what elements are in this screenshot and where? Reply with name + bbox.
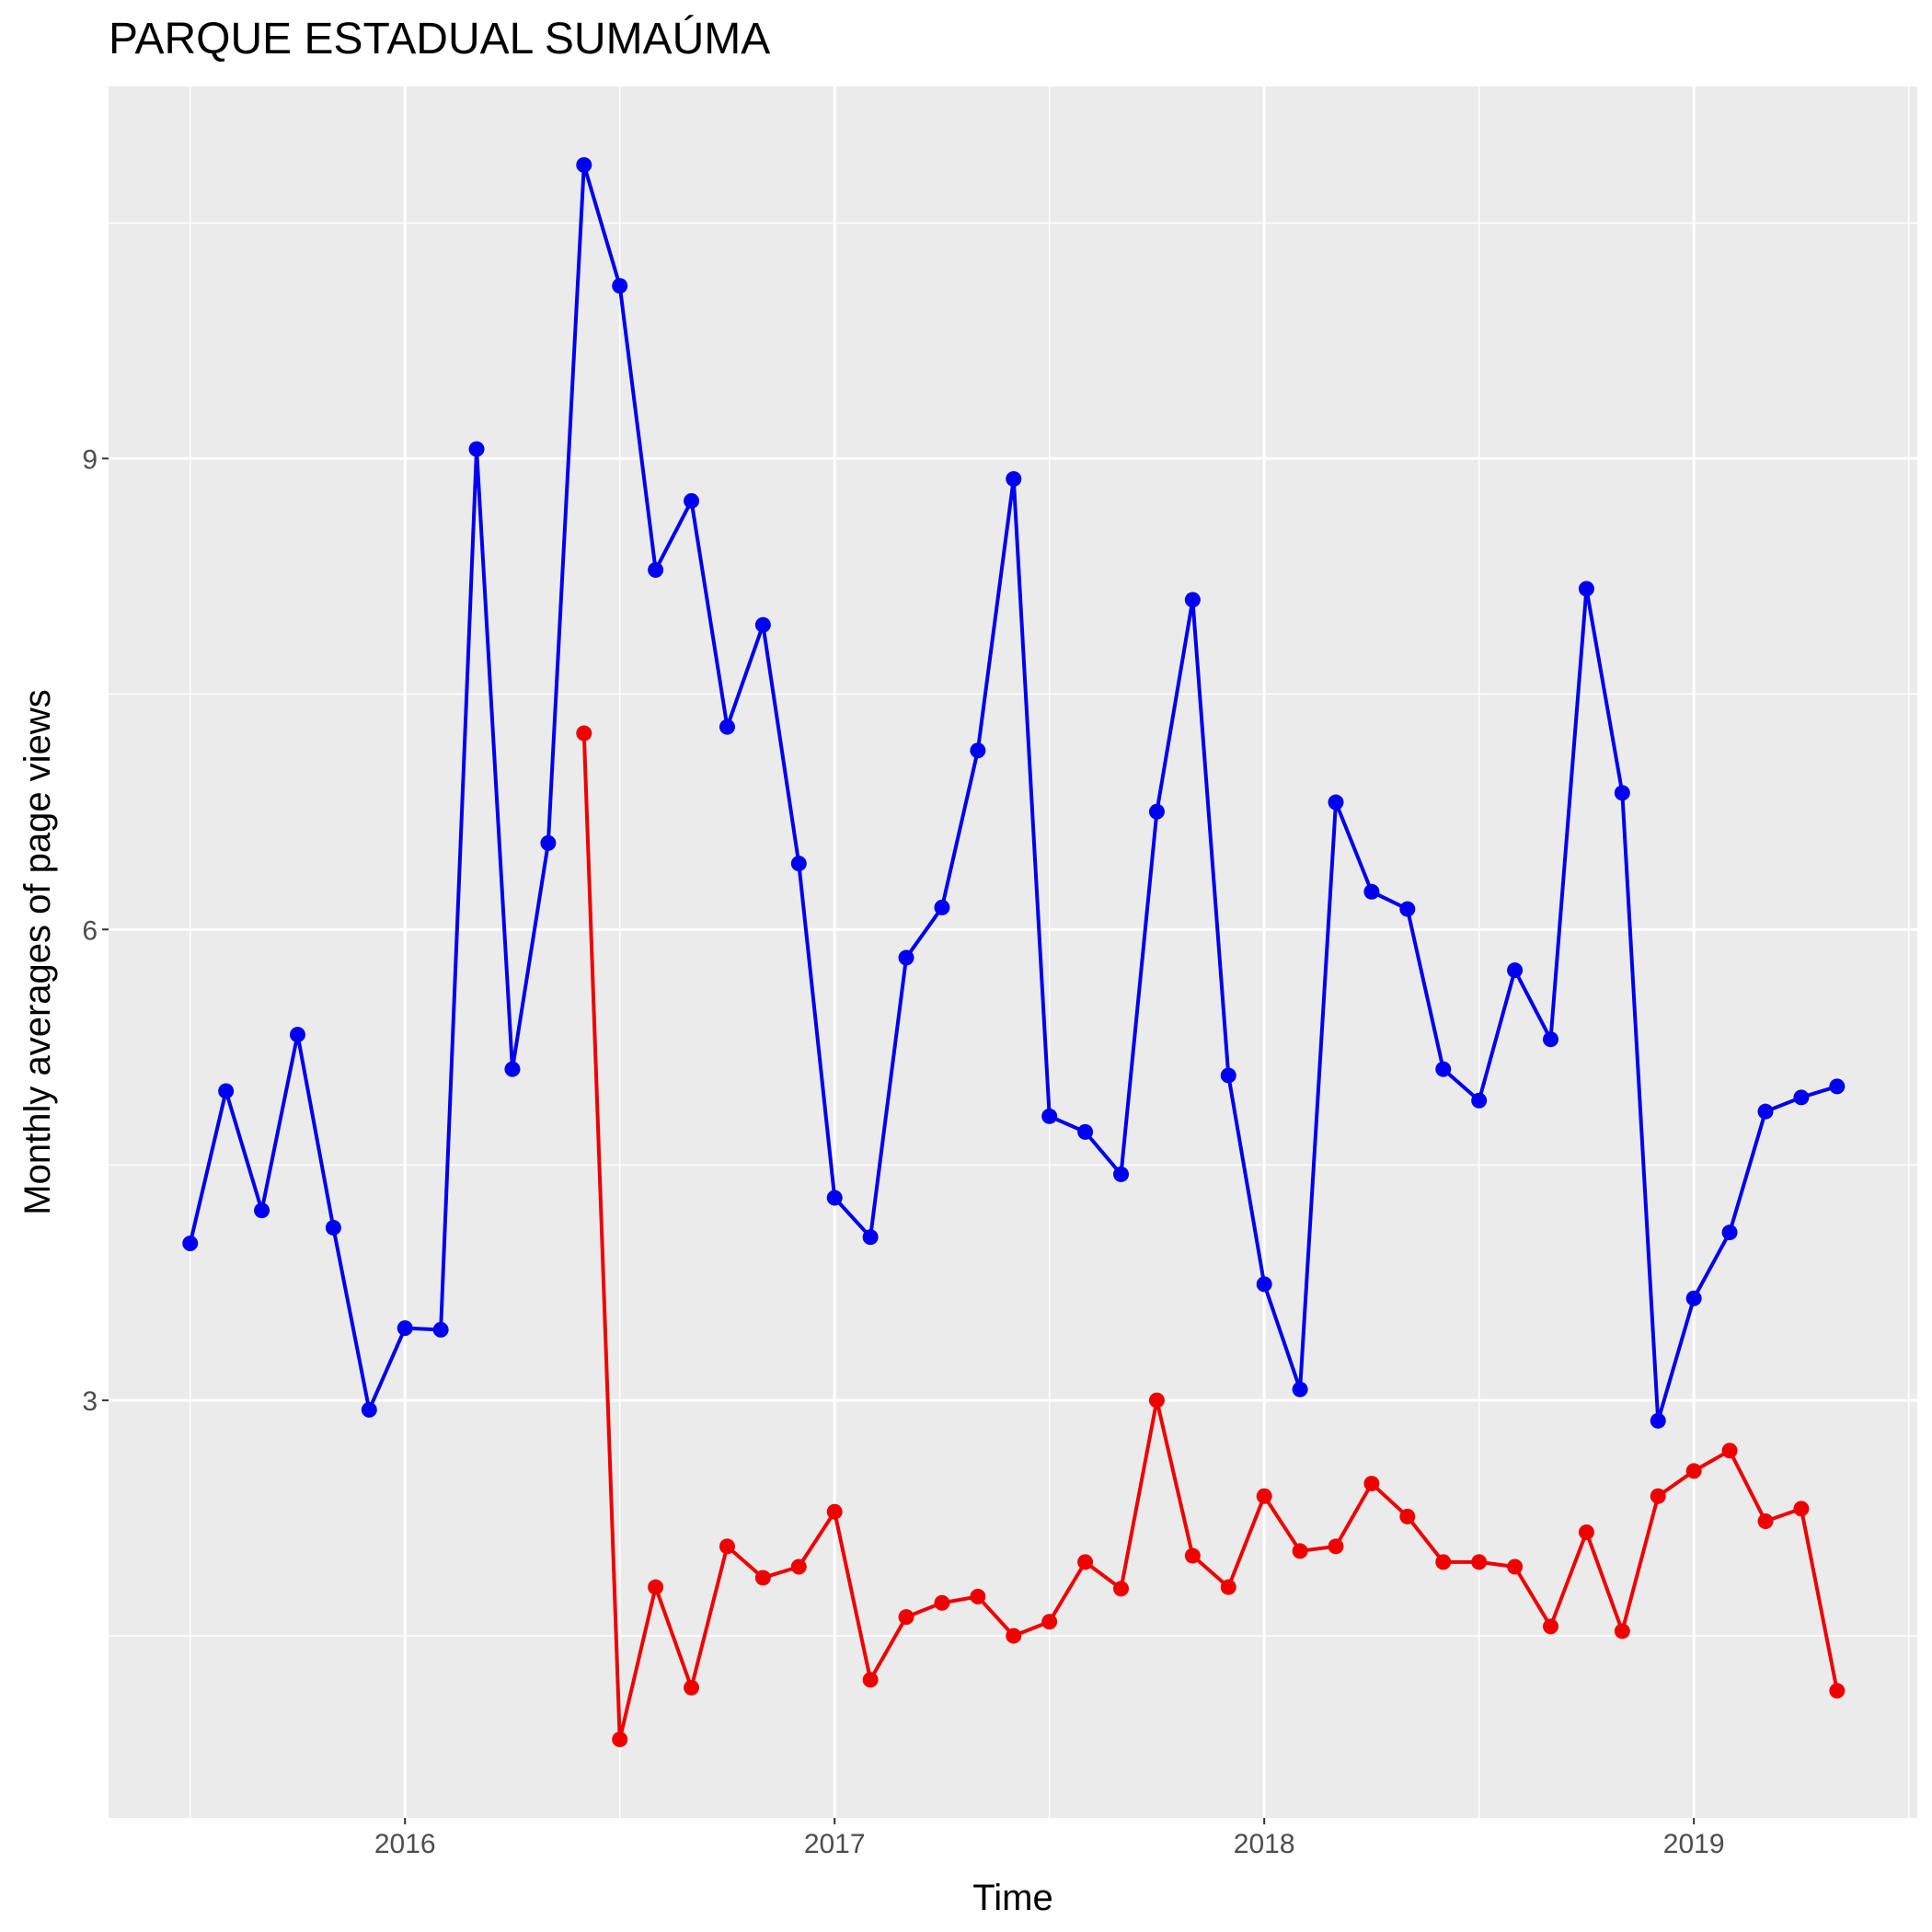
x-tick-label: 2018 [1234,1829,1295,1859]
data-point [1113,1166,1130,1182]
data-point [1793,1089,1810,1106]
data-point [862,1672,879,1688]
y-tick-label: 9 [82,444,98,475]
x-tick-label: 2016 [374,1829,436,1859]
chart-title: PARQUE ESTADUAL SUMAÚMA [109,14,770,63]
data-point [1829,1683,1846,1699]
x-axis-title: Time [972,1878,1052,1918]
data-point [934,1594,950,1611]
data-point [325,1219,341,1236]
data-point [1113,1581,1130,1597]
data-point [1184,592,1201,608]
data-point [1041,1614,1058,1630]
data-point [254,1202,270,1219]
data-point [790,1558,807,1575]
data-point [648,1579,664,1595]
data-point [540,834,557,851]
data-point [1543,1618,1559,1635]
data-point [1507,962,1524,979]
data-point [1471,1092,1488,1109]
data-point [504,1061,521,1077]
data-point [1507,1558,1524,1575]
data-point [1256,1276,1272,1293]
data-point [1757,1513,1774,1530]
data-point [218,1083,235,1099]
data-point [1148,1392,1165,1409]
data-point [684,492,700,509]
plot-panel [109,86,1917,1818]
data-point [1256,1488,1272,1504]
data-point [1292,1381,1308,1397]
data-point [1006,1627,1022,1644]
data-point [1184,1547,1201,1564]
data-point [790,856,807,872]
data-point [1650,1412,1666,1429]
data-point [1363,883,1380,900]
data-point [397,1320,413,1337]
data-point [1471,1554,1488,1570]
data-point [361,1401,377,1418]
data-point [1399,901,1416,917]
data-point [612,1731,628,1748]
data-point [468,441,485,457]
data-point [1006,471,1022,488]
data-point [1829,1078,1846,1095]
data-point [970,1588,986,1604]
data-point [934,899,950,915]
data-point [1077,1123,1094,1140]
data-point [1435,1554,1452,1570]
data-point [648,562,664,579]
data-point [1578,1524,1594,1540]
data-point [1578,581,1594,597]
data-point [576,725,592,742]
data-point [754,616,771,633]
data-point [719,719,735,735]
data-point [1292,1543,1308,1559]
data-point [1614,1623,1630,1639]
data-point [826,1190,843,1206]
data-point [1721,1443,1738,1459]
data-point [862,1229,879,1246]
data-point [970,742,986,759]
y-tick-label: 3 [82,1386,98,1417]
data-point [432,1321,449,1338]
data-point [1793,1501,1810,1517]
data-point [289,1027,305,1043]
data-point [1148,803,1165,820]
data-point [1435,1061,1452,1077]
x-tick-label: 2019 [1663,1829,1725,1859]
data-point [1220,1067,1236,1084]
x-tick-label: 2017 [804,1829,866,1859]
data-point [1363,1476,1380,1492]
data-point [719,1538,735,1555]
data-point [1399,1508,1416,1524]
data-point [612,278,628,294]
y-axis-title: Monthly averages of page views [17,689,58,1214]
data-point [1041,1108,1058,1124]
y-tick-label: 6 [82,915,98,946]
data-point [898,949,914,966]
data-point [1757,1103,1774,1120]
data-point [1721,1225,1738,1241]
data-point [182,1236,199,1252]
data-point [576,156,592,173]
data-point [1614,785,1630,801]
data-point [1685,1290,1702,1306]
data-point [754,1570,771,1586]
data-point [1650,1488,1666,1504]
data-point [1077,1554,1094,1570]
data-point [1543,1031,1559,1048]
data-point [1328,794,1344,811]
data-point [1328,1538,1344,1555]
data-point [1685,1463,1702,1479]
data-point [826,1503,843,1520]
data-point [684,1679,700,1696]
data-point [1220,1579,1236,1595]
data-point [898,1609,914,1626]
